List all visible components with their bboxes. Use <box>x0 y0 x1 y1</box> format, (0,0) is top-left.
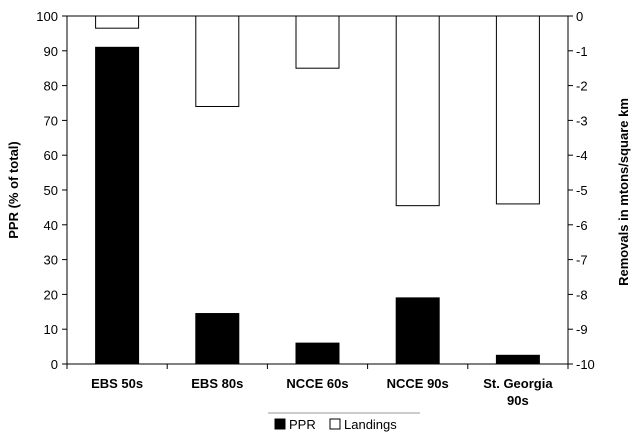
x-category-label-4-line-0: St. Georgia <box>483 376 553 391</box>
y-tick-label-left-10: 100 <box>36 9 58 24</box>
category-labels: EBS 50s EBS 80s NCCE 60s NCCE 90s St. Georgi… <box>91 376 553 408</box>
bar-landings-4 <box>495 15 540 205</box>
legend: PPR Landings <box>268 412 420 432</box>
y-tick-label-left-8: 80 <box>44 79 58 94</box>
y-tick-label-right-5: -5 <box>576 183 588 198</box>
x-category-label-1: EBS 80s <box>191 376 243 391</box>
y-tick-label-right-0: 0 <box>576 9 583 24</box>
bar-ppr-3 <box>395 297 440 365</box>
y-tick-label-left-6: 60 <box>44 148 58 163</box>
right-axis-ticks: 0 -1 -2 -3 -4 -5 -6 -7 -8 -9 -10 <box>568 9 595 372</box>
y-tick-label-right-6: -6 <box>576 218 588 233</box>
legend-label-landings: Landings <box>344 417 397 432</box>
y-tick-label-left-9: 90 <box>44 44 58 59</box>
bar-landings-1 <box>195 15 240 107</box>
bar-landings-0 <box>95 15 140 29</box>
axes <box>66 15 569 369</box>
y-tick-label-right-3: -3 <box>576 113 588 128</box>
y-tick-label-right-1: -1 <box>576 44 588 59</box>
bar-ppr-1 <box>195 313 240 365</box>
y-tick-label-right-4: -4 <box>576 148 588 163</box>
y-axis-title-left: PPR (% of total) <box>6 141 21 239</box>
legend-swatch-landings <box>329 418 341 430</box>
y-tick-label-left-7: 70 <box>44 113 58 128</box>
y-axis-title-right: Removals in mtons/square km <box>616 98 631 286</box>
y-tick-label-right-10: -10 <box>576 357 595 372</box>
y-tick-label-left-4: 40 <box>44 218 58 233</box>
bar-landings-2 <box>295 15 340 69</box>
y-tick-label-left-0: 0 <box>51 357 58 372</box>
bar-ppr-4 <box>495 354 540 365</box>
bar-ppr-2 <box>295 342 340 365</box>
y-tick-label-right-8: -8 <box>576 287 588 302</box>
y-tick-label-right-9: -9 <box>576 322 588 337</box>
y-tick-label-left-1: 10 <box>44 322 58 337</box>
x-category-label-4-line-1: 90s <box>507 393 529 408</box>
y-tick-label-left-3: 30 <box>44 253 58 268</box>
left-axis-ticks: 0 10 20 30 40 50 60 70 80 90 100 <box>36 9 67 372</box>
y-tick-label-left-2: 20 <box>44 287 58 302</box>
legend-swatch-ppr <box>274 418 286 430</box>
bar-landings-3 <box>395 15 440 207</box>
y-tick-label-right-7: -7 <box>576 253 588 268</box>
x-category-label-3: NCCE 90s <box>387 376 449 391</box>
bars <box>95 15 540 365</box>
bar-ppr-0 <box>95 46 140 365</box>
y-tick-label-left-5: 50 <box>44 183 58 198</box>
x-category-label-2: NCCE 60s <box>286 376 348 391</box>
y-tick-label-right-2: -2 <box>576 79 588 94</box>
x-category-label-0: EBS 50s <box>91 376 143 391</box>
legend-label-ppr: PPR <box>289 417 316 432</box>
